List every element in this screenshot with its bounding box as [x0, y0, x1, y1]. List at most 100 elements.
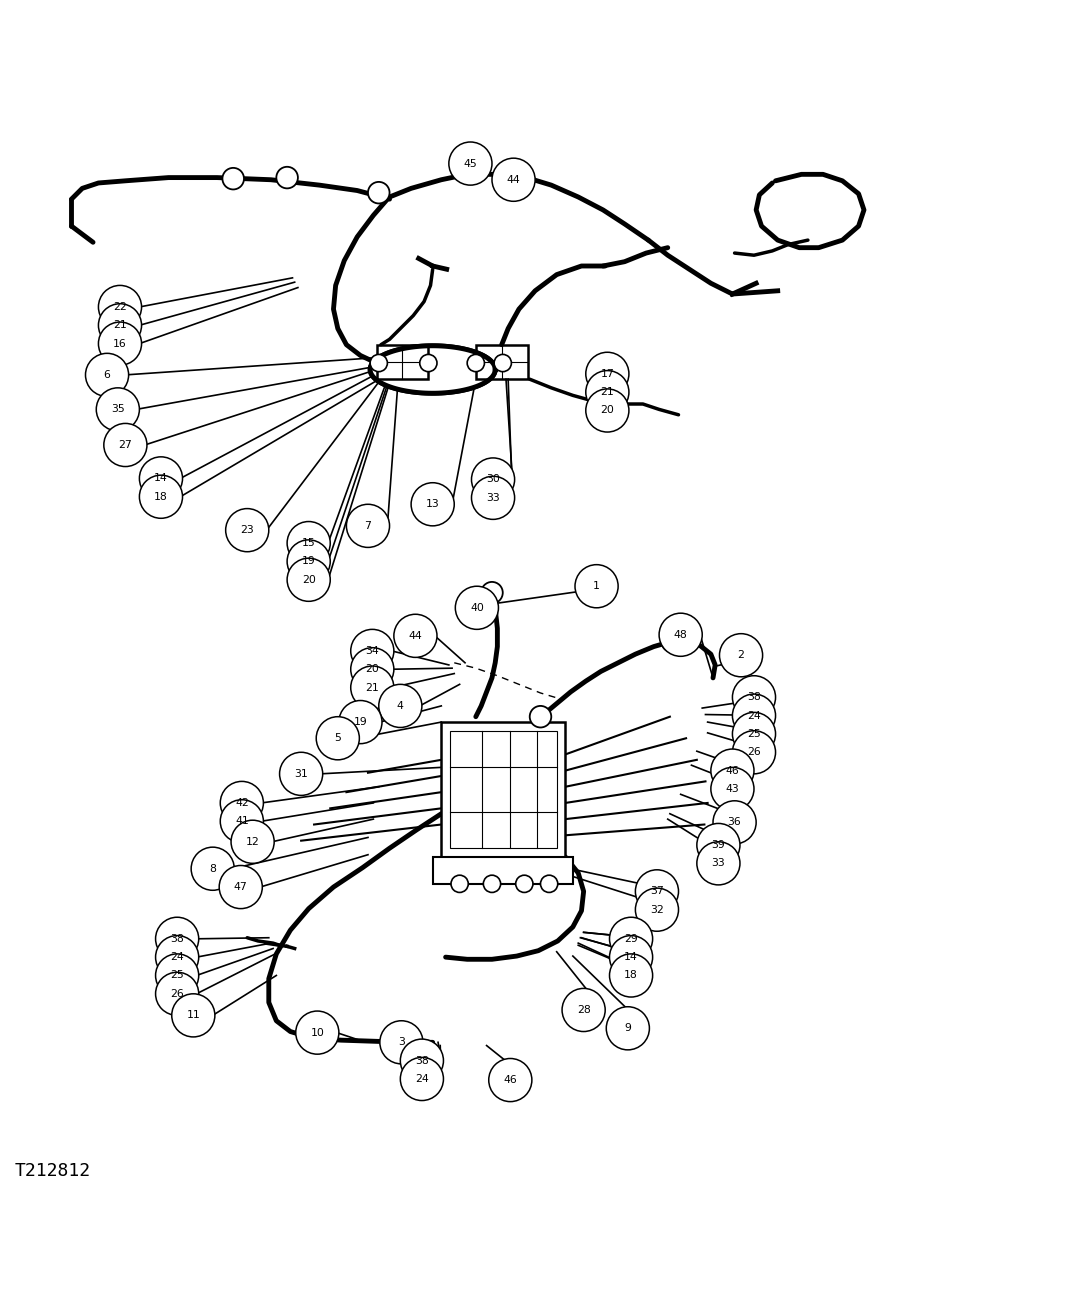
Text: 6: 6: [104, 370, 110, 379]
Text: 46: 46: [725, 765, 739, 776]
Text: 27: 27: [119, 439, 132, 450]
Text: 24: 24: [747, 711, 761, 721]
Text: 2: 2: [737, 651, 745, 660]
Circle shape: [540, 875, 558, 892]
Text: 33: 33: [486, 493, 499, 503]
Circle shape: [350, 630, 393, 673]
Circle shape: [530, 705, 551, 728]
Text: 28: 28: [577, 1005, 590, 1015]
Text: 24: 24: [415, 1074, 429, 1084]
Circle shape: [449, 142, 492, 185]
Circle shape: [379, 1021, 423, 1064]
Text: 10: 10: [310, 1028, 324, 1038]
Circle shape: [368, 181, 389, 203]
Text: 18: 18: [624, 970, 638, 981]
Circle shape: [575, 565, 618, 608]
Circle shape: [606, 1007, 650, 1050]
Circle shape: [610, 935, 653, 979]
Text: 20: 20: [365, 664, 379, 674]
Circle shape: [711, 748, 753, 792]
FancyBboxPatch shape: [441, 722, 565, 857]
Text: 22: 22: [114, 303, 126, 312]
Text: 47: 47: [233, 882, 248, 892]
Circle shape: [338, 700, 382, 743]
Text: 19: 19: [302, 557, 316, 566]
Text: 42: 42: [235, 798, 249, 808]
Circle shape: [411, 482, 454, 526]
Circle shape: [139, 475, 183, 518]
Circle shape: [223, 168, 244, 189]
Text: 26: 26: [747, 747, 761, 758]
Circle shape: [191, 848, 235, 891]
Circle shape: [172, 994, 215, 1037]
Text: 14: 14: [624, 952, 638, 962]
Circle shape: [451, 875, 468, 892]
Text: 41: 41: [235, 816, 249, 827]
Text: 16: 16: [114, 339, 126, 348]
Circle shape: [586, 370, 629, 413]
Circle shape: [733, 730, 775, 773]
Text: 21: 21: [365, 682, 379, 692]
Circle shape: [288, 540, 331, 583]
Text: 25: 25: [747, 729, 761, 739]
Text: 48: 48: [673, 630, 688, 640]
Circle shape: [139, 456, 183, 499]
Polygon shape: [370, 346, 495, 394]
Text: 19: 19: [353, 717, 368, 728]
Circle shape: [711, 767, 753, 811]
Text: 38: 38: [747, 692, 761, 703]
Circle shape: [400, 1039, 443, 1082]
Circle shape: [713, 801, 756, 844]
Circle shape: [733, 675, 775, 719]
Circle shape: [492, 158, 535, 201]
Circle shape: [221, 799, 264, 842]
Circle shape: [419, 355, 437, 372]
Circle shape: [471, 458, 515, 501]
Circle shape: [98, 322, 142, 365]
Circle shape: [697, 823, 740, 867]
Text: 12: 12: [245, 837, 259, 846]
Circle shape: [104, 424, 147, 467]
Text: 38: 38: [171, 934, 184, 944]
Text: 8: 8: [210, 863, 216, 874]
Circle shape: [586, 389, 629, 432]
Text: 4: 4: [397, 702, 404, 711]
Text: 36: 36: [728, 818, 742, 827]
Circle shape: [317, 717, 359, 760]
FancyBboxPatch shape: [432, 857, 573, 884]
Text: 32: 32: [650, 905, 664, 914]
Text: 29: 29: [624, 934, 638, 944]
Circle shape: [156, 955, 199, 998]
Text: 40: 40: [470, 602, 484, 613]
Text: 46: 46: [504, 1074, 517, 1085]
Circle shape: [280, 752, 323, 795]
Circle shape: [221, 781, 264, 824]
Text: 3: 3: [398, 1037, 405, 1047]
Circle shape: [610, 955, 653, 998]
Text: 44: 44: [507, 175, 520, 185]
Circle shape: [156, 917, 199, 960]
Circle shape: [494, 355, 511, 372]
Circle shape: [489, 1059, 532, 1102]
Text: 5: 5: [334, 733, 342, 743]
Text: 9: 9: [625, 1024, 631, 1033]
Text: 26: 26: [171, 988, 184, 999]
Circle shape: [697, 842, 740, 885]
Circle shape: [370, 355, 387, 372]
Circle shape: [98, 304, 142, 347]
Text: 39: 39: [711, 840, 725, 850]
Circle shape: [562, 988, 605, 1031]
Circle shape: [733, 694, 775, 737]
Circle shape: [455, 587, 498, 630]
Circle shape: [586, 352, 629, 395]
Text: 30: 30: [486, 475, 501, 485]
Text: 23: 23: [240, 526, 254, 535]
Circle shape: [516, 875, 533, 892]
Text: 20: 20: [600, 406, 614, 416]
Circle shape: [296, 1011, 338, 1054]
Text: 18: 18: [155, 492, 168, 502]
Circle shape: [610, 917, 653, 960]
Text: 33: 33: [711, 858, 725, 868]
Circle shape: [483, 875, 501, 892]
Circle shape: [98, 286, 142, 329]
